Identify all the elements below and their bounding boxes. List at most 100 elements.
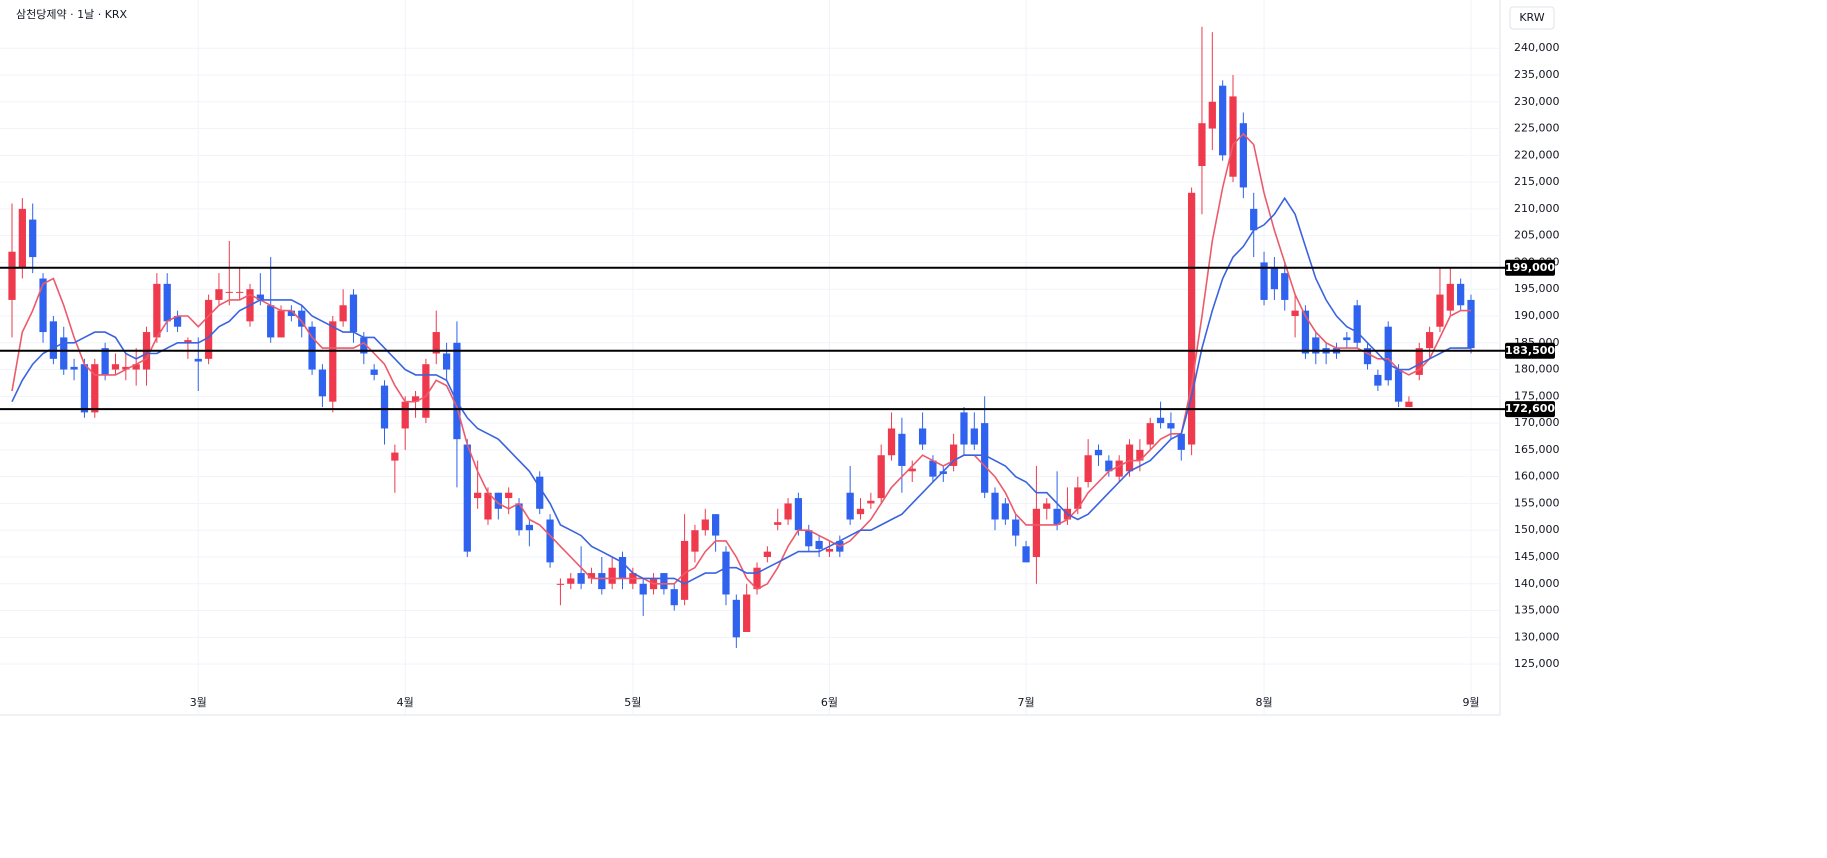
y-tick-label: 175,000 (1514, 389, 1560, 402)
candle-body (1312, 337, 1320, 354)
candle-body (411, 396, 420, 402)
candle-body (256, 294, 264, 300)
y-tick-label: 230,000 (1514, 95, 1560, 108)
candle-body (960, 412, 968, 445)
y-tick-label: 125,000 (1514, 657, 1560, 670)
currency-button[interactable] (1509, 6, 1555, 30)
chart-title: 삼천당제약 · 1날 · KRX (16, 7, 128, 21)
y-tick-label: 140,000 (1514, 577, 1560, 590)
candle-body (1074, 487, 1082, 509)
candle-body (339, 305, 347, 322)
candle-body (494, 492, 502, 509)
candle-body (1053, 508, 1061, 525)
grid: 125,000 130,000 135,000 140,000 145,000 150,0… (0, 0, 1560, 715)
candle-body (1229, 96, 1237, 177)
candle-body (122, 366, 130, 370)
candle-body (298, 310, 306, 327)
candle-body (991, 492, 999, 520)
y-tick-label: 170,000 (1514, 416, 1560, 429)
candle-body (1032, 508, 1041, 558)
candle-body (898, 433, 906, 466)
x-tick-label: 4월 (397, 696, 414, 709)
candle-body (712, 514, 720, 536)
candle-body (49, 321, 58, 359)
y-tick-label: 135,000 (1514, 604, 1560, 617)
y-tick-label: 235,000 (1514, 68, 1560, 81)
candle-body (536, 476, 544, 509)
price-line-label-box (1505, 259, 1555, 276)
overlay: 199,000 183,500 172,600 (0, 259, 1555, 418)
candle-body (1012, 519, 1020, 536)
candle-body (691, 530, 699, 552)
candle-body (236, 291, 244, 293)
candle-body (360, 337, 368, 354)
x-tick-label: 3월 (190, 696, 207, 709)
candle-body (505, 492, 513, 499)
candle-body (401, 401, 409, 429)
currency-label[interactable]: KRW (1519, 11, 1544, 24)
candle-body (442, 353, 451, 370)
candle-body (556, 583, 565, 585)
candle-body (825, 548, 834, 552)
candle-body (1167, 423, 1175, 429)
candle-body (349, 294, 358, 333)
price-line-label-box (1505, 342, 1555, 359)
candle-body (1457, 283, 1465, 306)
price-line-label: 172,600 (1505, 402, 1555, 415)
candle-body (225, 291, 233, 293)
candle-body (598, 573, 606, 590)
candle-body (432, 332, 440, 354)
y-tick-label: 195,000 (1514, 282, 1560, 295)
candle-body (1156, 417, 1165, 424)
candle-body (577, 573, 585, 584)
candle-body (856, 508, 865, 515)
candle-body (173, 315, 182, 327)
x-tick-label: 8월 (1255, 696, 1272, 709)
candle-body (1022, 546, 1030, 563)
candle-body (163, 283, 171, 322)
candle-body (422, 364, 430, 418)
x-tick-label: 5월 (624, 696, 641, 709)
candle-body (1105, 460, 1113, 472)
x-tick-label: 9월 (1462, 696, 1479, 709)
candle-body (194, 358, 202, 362)
candle-body (18, 208, 26, 268)
marks (8, 26, 1475, 649)
candle-body (1208, 101, 1216, 129)
candle-body (918, 428, 927, 445)
candle-body (1301, 310, 1310, 354)
candle-body (1198, 123, 1206, 167)
candle-body (308, 326, 316, 370)
y-tick-label: 180,000 (1514, 363, 1560, 376)
y-tick-label: 205,000 (1514, 229, 1560, 242)
candle-body (29, 219, 37, 258)
candle-body (846, 492, 854, 520)
candle-body (1384, 326, 1392, 381)
y-tick-label: 165,000 (1514, 443, 1560, 456)
candle-body (1425, 332, 1434, 349)
x-tick-label: 7월 (1017, 696, 1034, 709)
candle-body (1467, 299, 1475, 349)
candle-body (815, 540, 823, 549)
candle-body (784, 503, 792, 520)
candle-body (1001, 503, 1009, 520)
candle-body (774, 522, 782, 525)
candle-body (1281, 273, 1289, 300)
price-line-label: 183,500 (1505, 344, 1555, 357)
candle-body (153, 283, 161, 338)
candle-body (525, 524, 533, 531)
candle-body (680, 540, 689, 600)
candle-body (618, 557, 627, 579)
candle-body (950, 444, 958, 466)
y-tick-label: 190,000 (1514, 309, 1560, 322)
candle-body (546, 519, 554, 563)
x-tick-label: 6월 (821, 696, 838, 709)
candle-body (970, 428, 978, 445)
candle-body (204, 299, 213, 359)
candle-body (1343, 337, 1351, 341)
candle-body (1125, 444, 1134, 472)
candle-body (587, 573, 596, 579)
candle-body (660, 573, 668, 590)
candle-body (1043, 503, 1051, 509)
